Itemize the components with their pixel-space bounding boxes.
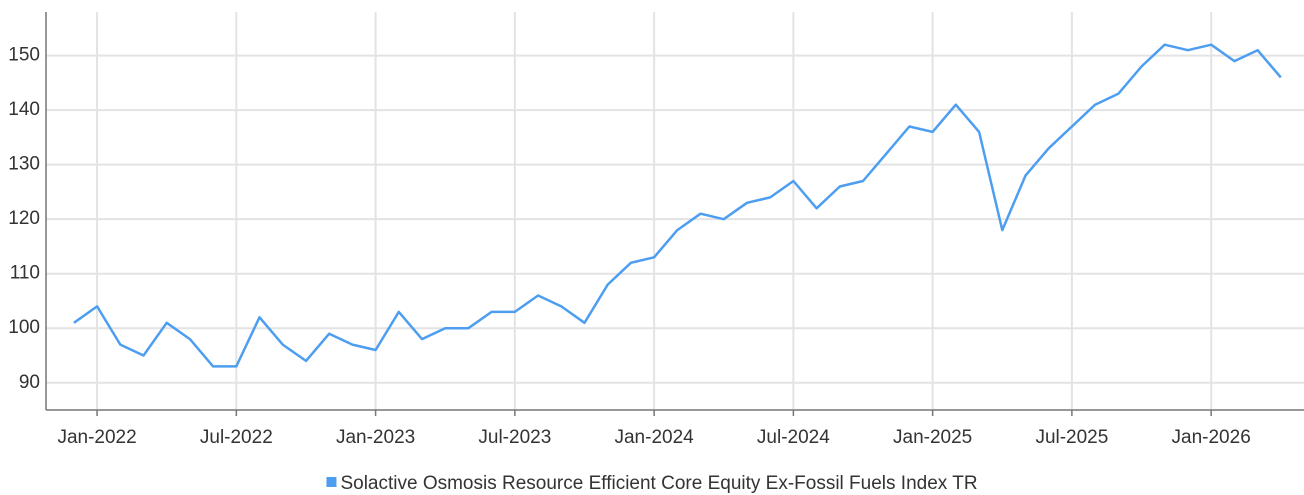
x-tick-label: Jan-2026 — [1172, 427, 1251, 448]
x-tick-label: Jul-2025 — [1035, 427, 1108, 448]
x-tick-label: Jul-2022 — [200, 427, 273, 448]
x-tick-label: Jul-2024 — [757, 427, 830, 448]
y-tick-label: 120 — [8, 208, 40, 229]
legend-swatch — [326, 477, 337, 487]
y-tick-label: 100 — [8, 317, 40, 338]
y-tick-label: 150 — [8, 45, 40, 66]
y-tick-label: 110 — [10, 263, 40, 284]
y-tick-label: 90 — [19, 372, 40, 393]
x-tick-label: Jan-2025 — [893, 427, 972, 448]
legend-label: Solactive Osmosis Resource Efficient Cor… — [340, 473, 977, 494]
line — [73, 43, 1282, 368]
y-tick-label: 140 — [8, 99, 40, 120]
x-tick-label: Jan-2024 — [614, 427, 694, 448]
x-tick-label: Jul-2023 — [478, 427, 551, 448]
y-tick-label: 130 — [8, 154, 40, 175]
x-tick-label: Jan-2022 — [57, 427, 136, 448]
x-tick-label: Jan-2023 — [336, 427, 415, 448]
